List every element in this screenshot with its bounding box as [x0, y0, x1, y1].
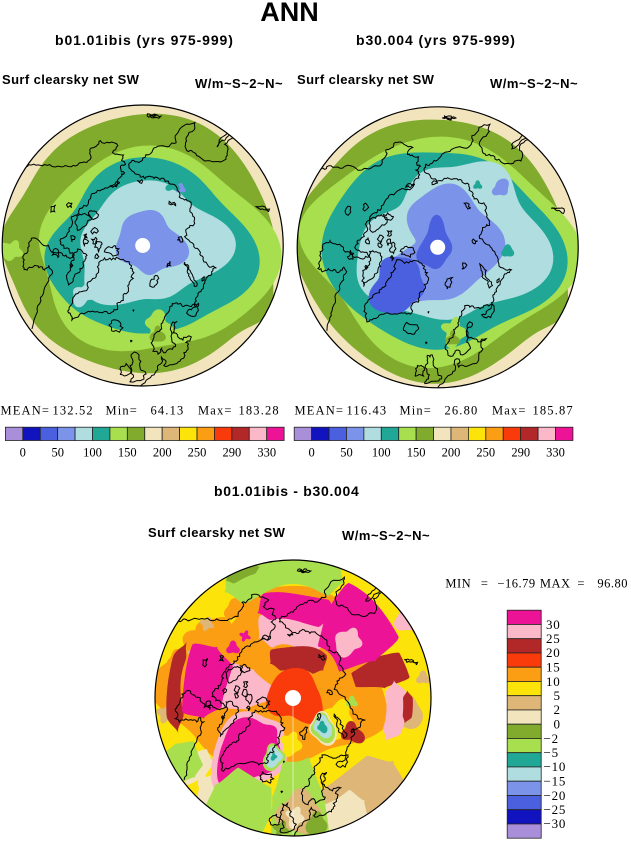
svg-text:50: 50: [340, 446, 353, 460]
svg-text:−2: −2: [544, 731, 559, 746]
svg-text:5: 5: [554, 688, 561, 703]
svg-text:185.87: 185.87: [533, 404, 574, 418]
svg-text:MEAN=: MEAN=: [295, 404, 345, 418]
svg-text:150: 150: [407, 446, 426, 460]
svg-text:MAX: MAX: [540, 577, 571, 591]
svg-text:−20: −20: [544, 788, 567, 803]
svg-text:15: 15: [546, 660, 561, 675]
svg-text:200: 200: [153, 446, 172, 460]
svg-text:−16.79: −16.79: [497, 577, 535, 591]
svg-text:116.43: 116.43: [347, 404, 388, 418]
svg-text:150: 150: [118, 446, 137, 460]
svg-text:Max=: Max=: [198, 404, 233, 418]
svg-text:100: 100: [83, 446, 102, 460]
svg-text:20: 20: [546, 645, 561, 660]
svg-text:330: 330: [257, 446, 276, 460]
svg-text:−30: −30: [544, 816, 567, 831]
svg-text:−5: −5: [544, 745, 559, 760]
svg-text:330: 330: [546, 446, 565, 460]
svg-text:250: 250: [476, 446, 495, 460]
svg-text:26.80: 26.80: [445, 404, 479, 418]
svg-text:MEAN=: MEAN=: [1, 404, 51, 418]
svg-text:96.80: 96.80: [597, 577, 628, 591]
svg-text:0: 0: [554, 717, 561, 732]
svg-text:0: 0: [308, 446, 314, 460]
svg-text:2: 2: [554, 702, 561, 717]
svg-text:250: 250: [188, 446, 207, 460]
svg-text:0: 0: [20, 446, 26, 460]
svg-text:183.28: 183.28: [239, 404, 280, 418]
svg-text:−10: −10: [544, 759, 567, 774]
svg-text:MIN: MIN: [445, 577, 471, 591]
svg-text:132.52: 132.52: [53, 404, 94, 418]
svg-text:64.13: 64.13: [151, 404, 185, 418]
svg-text:25: 25: [546, 631, 561, 646]
svg-text:Min=: Min=: [400, 404, 433, 418]
svg-text:−15: −15: [544, 774, 567, 789]
svg-text:50: 50: [51, 446, 64, 460]
svg-text:10: 10: [546, 674, 561, 689]
svg-text:=: =: [481, 577, 489, 591]
svg-text:=: =: [577, 577, 585, 591]
svg-text:290: 290: [223, 446, 242, 460]
svg-text:200: 200: [442, 446, 461, 460]
svg-text:100: 100: [372, 446, 391, 460]
svg-text:Max=: Max=: [492, 404, 527, 418]
svg-text:30: 30: [546, 617, 561, 632]
svg-text:290: 290: [511, 446, 530, 460]
svg-text:−25: −25: [544, 802, 567, 817]
svg-text:Min=: Min=: [106, 404, 139, 418]
